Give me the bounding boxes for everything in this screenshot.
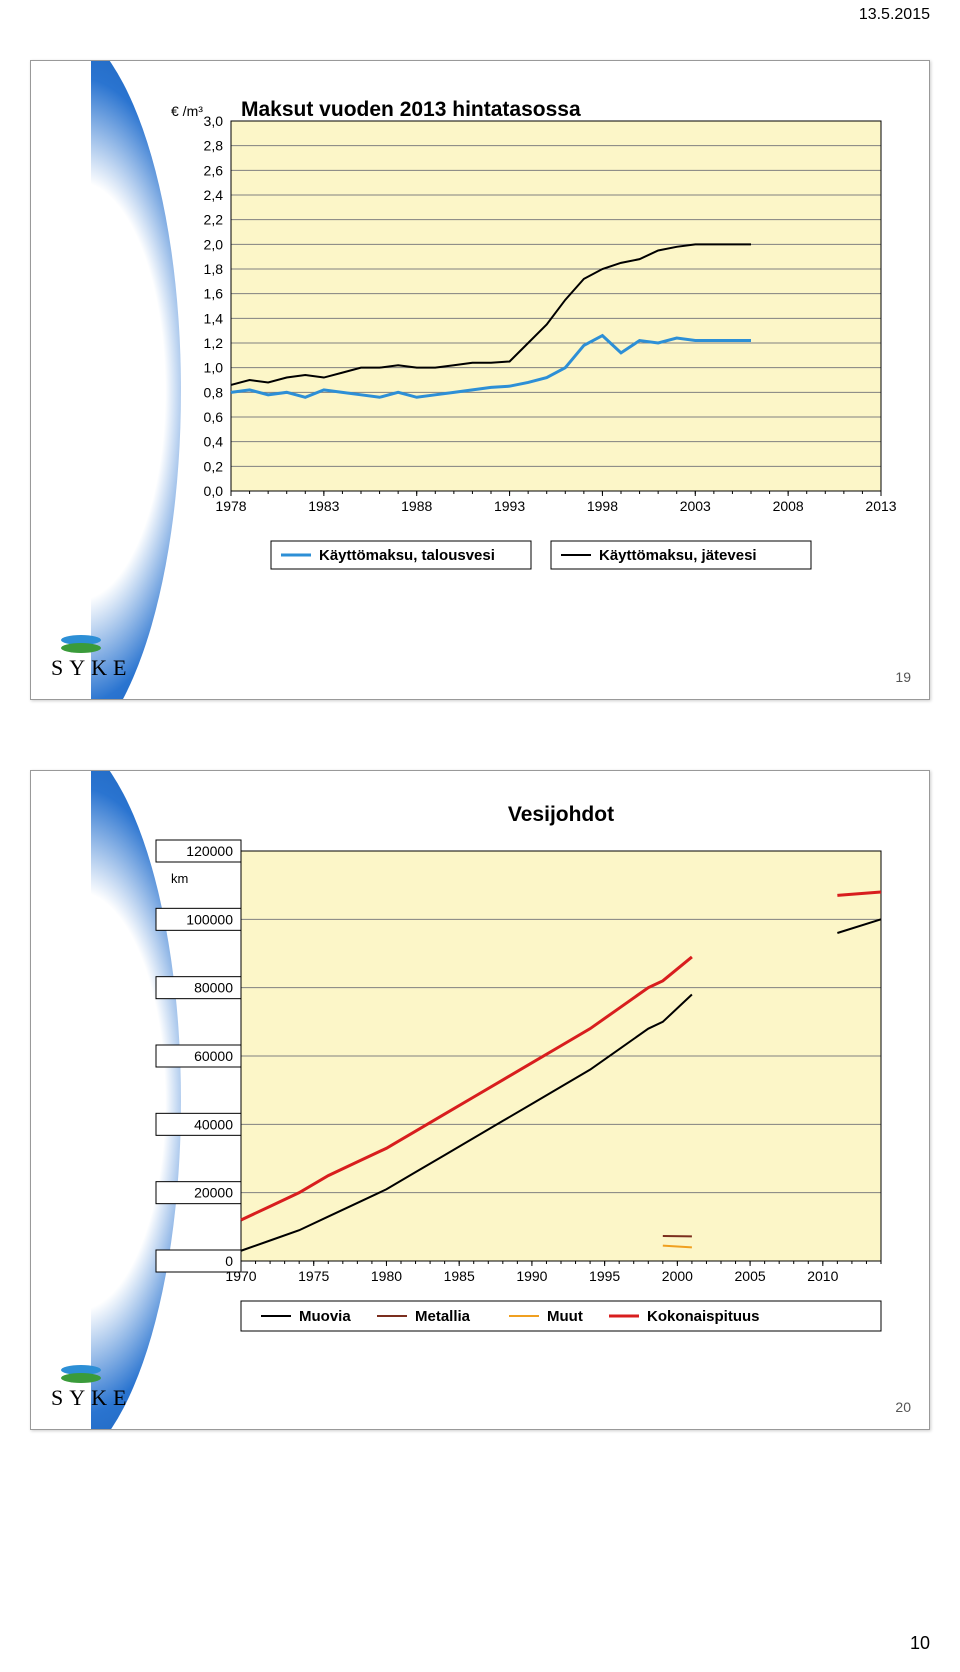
svg-text:Käyttömaksu, jätevesi: Käyttömaksu, jätevesi [599, 547, 757, 564]
syke-logo-icon [59, 633, 103, 655]
svg-text:1,4: 1,4 [204, 310, 224, 326]
slide-1: € /m³ Maksut vuoden 2013 hintatasossa 0,0 0… [30, 60, 930, 700]
svg-text:2013: 2013 [865, 498, 896, 514]
svg-text:40000: 40000 [194, 1116, 233, 1132]
svg-text:Metallia: Metallia [415, 1308, 471, 1325]
chart-vesijohdot: Vesijohdot 0 20000 40000 60000 80000 100000 120… [31, 771, 930, 1351]
svg-text:2003: 2003 [680, 498, 711, 514]
svg-text:0,2: 0,2 [204, 458, 224, 474]
svg-text:0,4: 0,4 [204, 434, 224, 450]
svg-text:1970: 1970 [225, 1268, 256, 1284]
svg-text:1995: 1995 [589, 1268, 620, 1284]
svg-text:2,4: 2,4 [204, 187, 224, 203]
header-date: 13.5.2015 [859, 6, 930, 24]
svg-text:2,0: 2,0 [204, 236, 224, 252]
svg-text:1990: 1990 [516, 1268, 547, 1284]
svg-text:Maksut vuoden 2013 hintatasoss: Maksut vuoden 2013 hintatasossa [241, 98, 581, 121]
svg-text:1993: 1993 [494, 498, 525, 514]
svg-text:1,8: 1,8 [204, 261, 224, 277]
svg-text:Muovia: Muovia [299, 1308, 351, 1325]
page: 13.5.2015 € /m³ Maksut vuoden 2013 hintat… [0, 0, 960, 1672]
svg-text:0,8: 0,8 [204, 384, 224, 400]
syke-logo-icon [59, 1363, 103, 1385]
svg-text:km: km [171, 871, 188, 886]
svg-text:€ /m³: € /m³ [171, 103, 203, 119]
svg-text:1985: 1985 [444, 1268, 475, 1284]
slide2-pagenum: 20 [895, 1399, 911, 1415]
svg-text:20000: 20000 [194, 1185, 233, 1201]
svg-text:1980: 1980 [371, 1268, 402, 1284]
svg-text:2008: 2008 [773, 498, 804, 514]
svg-text:1,6: 1,6 [204, 286, 224, 302]
svg-text:1983: 1983 [308, 498, 339, 514]
slide-2: Vesijohdot 0 20000 40000 60000 80000 100000 120… [30, 770, 930, 1430]
svg-text:120000: 120000 [186, 843, 233, 859]
svg-text:0: 0 [225, 1253, 233, 1269]
page-footer-number: 10 [0, 1633, 930, 1654]
svg-text:1975: 1975 [298, 1268, 329, 1284]
svg-text:Vesijohdot: Vesijohdot [508, 803, 614, 826]
svg-text:1,2: 1,2 [204, 335, 224, 351]
svg-text:1998: 1998 [587, 498, 618, 514]
svg-text:2005: 2005 [735, 1268, 766, 1284]
svg-text:0,6: 0,6 [204, 409, 224, 425]
svg-text:3,0: 3,0 [204, 113, 224, 129]
syke-text: SYKE [51, 1385, 132, 1411]
svg-text:2,6: 2,6 [204, 162, 224, 178]
syke-text: SYKE [51, 655, 132, 681]
slide1-pagenum: 19 [895, 669, 911, 685]
svg-text:1,0: 1,0 [204, 360, 224, 376]
svg-text:Kokonaispituus: Kokonaispituus [647, 1308, 760, 1325]
svg-text:2010: 2010 [807, 1268, 838, 1284]
svg-text:Käyttömaksu, talousvesi: Käyttömaksu, talousvesi [319, 547, 495, 564]
svg-text:0,0: 0,0 [204, 483, 224, 499]
svg-text:1978: 1978 [215, 498, 246, 514]
svg-text:100000: 100000 [186, 911, 233, 927]
svg-text:2,2: 2,2 [204, 212, 224, 228]
svg-text:80000: 80000 [194, 980, 233, 996]
svg-text:Muut: Muut [547, 1308, 583, 1325]
svg-text:60000: 60000 [194, 1048, 233, 1064]
svg-text:2,8: 2,8 [204, 138, 224, 154]
svg-text:1988: 1988 [401, 498, 432, 514]
svg-text:2000: 2000 [662, 1268, 693, 1284]
chart-maksut: € /m³ Maksut vuoden 2013 hintatasossa 0,0 0… [31, 61, 930, 621]
